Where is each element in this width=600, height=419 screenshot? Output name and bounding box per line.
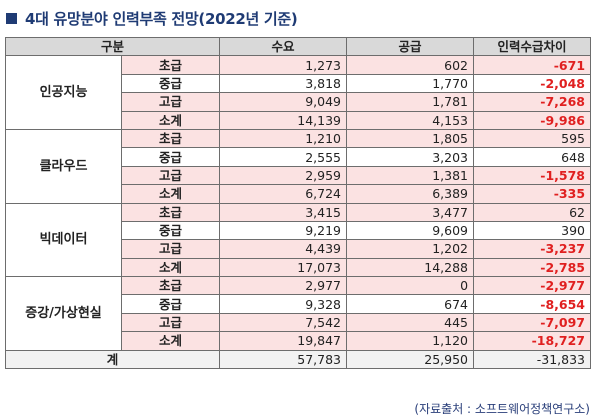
gap-cell: 390 xyxy=(473,220,592,241)
table-row: 고급 7,542 445 -7,097 xyxy=(6,312,592,333)
level-cell: 고급 xyxy=(120,312,221,333)
level-cell: 고급 xyxy=(120,92,221,112)
demand-cell: 2,555 xyxy=(219,147,348,167)
level-cell: 초급 xyxy=(120,55,221,75)
demand-cell: 14,139 xyxy=(219,110,348,130)
demand-cell: 1,210 xyxy=(219,128,348,149)
level-cell: 소계 xyxy=(120,184,221,204)
header-supply: 공급 xyxy=(346,36,475,57)
level-cell: 소계 xyxy=(120,257,221,278)
supply-cell: 1,770 xyxy=(346,73,475,94)
supply-cell: 445 xyxy=(346,312,475,333)
supply-cell: 1,381 xyxy=(346,165,475,186)
demand-cell: 3,818 xyxy=(219,73,348,94)
table-row: 소계 6,724 6,389 -335 xyxy=(6,184,592,204)
level-cell: 소계 xyxy=(120,331,221,351)
title-row: 4대 유망분야 인력부족 전망(2022년 기준) xyxy=(6,4,298,32)
level-cell: 중급 xyxy=(120,294,221,314)
table-row: 증강/가상현실 초급 2,977 0 -2,977 xyxy=(5,276,592,351)
supply-cell: 0 xyxy=(346,276,475,296)
total-label-cell: 계 xyxy=(4,349,221,370)
gap-cell: 62 xyxy=(473,202,592,222)
category-cell: 빅데이터 xyxy=(5,202,122,278)
level-cell: 중급 xyxy=(120,220,221,241)
gap-cell: 648 xyxy=(473,147,592,167)
demand-cell: 3,415 xyxy=(219,202,348,222)
total-gap-cell: -31,833 xyxy=(473,349,592,370)
header-gap: 인력수급차이 xyxy=(473,36,592,57)
demand-cell: 9,049 xyxy=(219,92,348,112)
gap-cell: -671 xyxy=(473,55,592,75)
demand-cell: 2,977 xyxy=(219,276,348,296)
header-demand: 수요 xyxy=(219,36,348,57)
header-category: 구분 xyxy=(4,36,221,57)
supply-cell: 674 xyxy=(346,294,475,314)
supply-cell: 9,609 xyxy=(346,220,475,241)
category-cell: 증강/가상현실 xyxy=(5,276,122,351)
table-row: 빅데이터 초급 3,415 3,477 62 xyxy=(5,202,592,278)
demand-cell: 7,542 xyxy=(219,312,348,333)
supply-cell: 1,805 xyxy=(346,128,475,149)
level-cell: 고급 xyxy=(120,239,221,259)
gap-cell: -8,654 xyxy=(473,294,592,314)
supply-cell: 3,203 xyxy=(346,147,475,167)
supply-cell: 1,120 xyxy=(346,331,475,351)
gap-cell: -2,977 xyxy=(473,276,592,296)
gap-cell: -1,578 xyxy=(473,165,592,186)
total-row: 계 57,783 25,950 -31,833 xyxy=(4,349,592,370)
title-bullet-square-icon xyxy=(6,12,17,24)
demand-cell: 9,219 xyxy=(219,220,348,241)
total-supply-cell: 25,950 xyxy=(346,349,475,370)
demand-cell: 6,724 xyxy=(219,184,348,204)
level-cell: 중급 xyxy=(120,73,221,94)
table-row: 소계 17,073 14,288 -2,785 xyxy=(6,257,592,278)
gap-cell: 595 xyxy=(473,128,592,149)
gap-cell: -7,268 xyxy=(473,92,592,112)
demand-cell: 17,073 xyxy=(219,257,348,278)
table-header-row: 구분 수요 공급 인력수급차이 xyxy=(4,36,592,57)
supply-cell: 1,202 xyxy=(346,239,475,259)
gap-cell: -7,097 xyxy=(473,312,592,333)
table-row: 고급 9,049 1,781 -7,268 xyxy=(6,92,592,112)
table-row: 소계 14,139 4,153 -9,986 xyxy=(6,110,592,130)
level-cell: 소계 xyxy=(120,110,221,130)
gap-cell: -9,986 xyxy=(473,110,592,130)
supply-cell: 14,288 xyxy=(346,257,475,278)
table-row: 인공지능 초급 1,273 602 -671 xyxy=(5,55,592,130)
page-title: 4대 유망분야 인력부족 전망(2022년 기준) xyxy=(25,9,298,28)
level-cell: 중급 xyxy=(120,147,221,167)
level-cell: 고급 xyxy=(120,165,221,186)
supply-cell: 1,781 xyxy=(346,92,475,112)
table-row: 고급 4,439 1,202 -3,237 xyxy=(6,239,592,259)
demand-cell: 1,273 xyxy=(219,55,348,75)
gap-cell: -2,785 xyxy=(473,257,592,278)
supply-cell: 6,389 xyxy=(346,184,475,204)
gap-cell: -18,727 xyxy=(473,331,592,351)
gap-cell: -3,237 xyxy=(473,239,592,259)
demand-cell: 2,959 xyxy=(219,165,348,186)
table-row: 소계 19,847 1,120 -18,727 xyxy=(6,331,592,351)
workforce-shortage-table: 구분 수요 공급 인력수급차이 인공지능 초급 1,273 602 -671 중급 3,81… xyxy=(4,36,592,370)
source-note: (자료출처 : 소프트웨어정책연구소) xyxy=(414,402,590,416)
level-cell: 초급 xyxy=(120,128,221,149)
table-row: 중급 9,219 9,609 390 xyxy=(6,220,592,241)
gap-cell: -2,048 xyxy=(473,73,592,94)
gap-cell: -335 xyxy=(473,184,592,204)
category-cell: 인공지능 xyxy=(5,55,122,130)
supply-cell: 3,477 xyxy=(346,202,475,222)
demand-cell: 9,328 xyxy=(219,294,348,314)
level-cell: 초급 xyxy=(120,276,221,296)
total-demand-cell: 57,783 xyxy=(219,349,348,370)
demand-cell: 4,439 xyxy=(219,239,348,259)
supply-cell: 4,153 xyxy=(346,110,475,130)
level-cell: 초급 xyxy=(120,202,221,222)
supply-cell: 602 xyxy=(346,55,475,75)
category-cell: 클라우드 xyxy=(5,128,122,204)
demand-cell: 19,847 xyxy=(219,331,348,351)
table-row: 클라우드 초급 1,210 1,805 595 xyxy=(5,128,592,204)
table-body: 인공지능 초급 1,273 602 -671 중급 3,818 1,770 -2,048 고급 9,… xyxy=(4,55,592,370)
